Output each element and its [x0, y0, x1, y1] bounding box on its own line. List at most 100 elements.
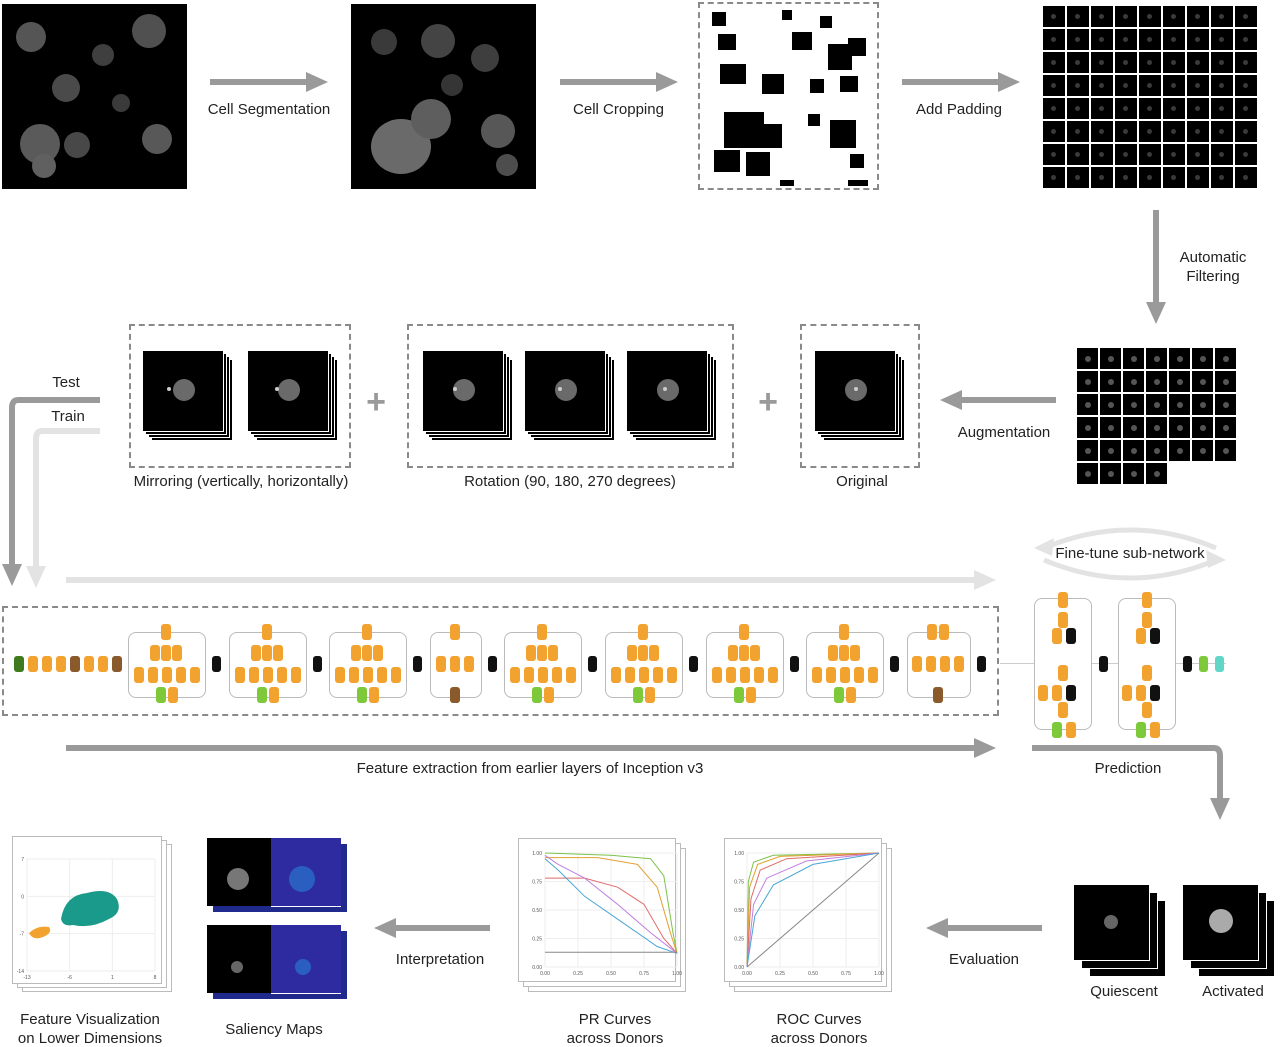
- umap-y-tick: -14: [17, 969, 24, 975]
- roc-curve: [746, 852, 880, 968]
- filtered-cell-tile: [1215, 417, 1236, 438]
- module-layer: [450, 656, 460, 672]
- arrow-train-flow: [66, 570, 996, 590]
- padded-cell-tile: [1187, 98, 1209, 119]
- ft-layer: [1066, 628, 1076, 644]
- padded-cell-tile: [1187, 52, 1209, 73]
- arrow-train: [26, 428, 100, 588]
- roc-plot: 1.00 0.75 0.50 0.25 0.00 0.00 0.25 0.50 0.75 1.00: [724, 838, 884, 982]
- padded-cell-tile: [1211, 98, 1233, 119]
- module-layer: [839, 645, 849, 661]
- ft-layer: [1136, 685, 1146, 701]
- padded-cell-tile: [1067, 6, 1089, 27]
- padded-cell-tile: [1235, 121, 1257, 142]
- label-prediction: Prediction: [1094, 760, 1162, 777]
- padded-cell-tile: [1115, 167, 1137, 188]
- filtered-cell-tile: [1077, 463, 1098, 484]
- module-layer: [754, 667, 764, 683]
- module-layer: [627, 645, 637, 661]
- stem-layer: [42, 656, 52, 672]
- roc-curve: [746, 852, 880, 968]
- padded-cell-tile: [1115, 6, 1137, 27]
- module-layer: [161, 624, 171, 640]
- module-layer: [868, 667, 878, 683]
- umap-x-tick: 8: [154, 975, 157, 981]
- module-layer: [625, 667, 635, 683]
- module-layer: [161, 645, 171, 661]
- module-layer: [926, 656, 936, 672]
- module-layer: [526, 645, 536, 661]
- filtered-cell-tile: [1169, 348, 1190, 369]
- module-concat: [450, 687, 460, 703]
- pr-y-tick: 0.25: [532, 937, 542, 943]
- label-featvis-2: on Lower Dimensions: [17, 1030, 163, 1047]
- umap-x-tick: -6: [67, 975, 72, 981]
- plus-sign-1: +: [366, 383, 386, 421]
- ft-layer: [1150, 685, 1160, 701]
- module-layer: [839, 624, 849, 640]
- filtered-cell-tile: [1100, 348, 1121, 369]
- roc-y-tick: 0.50: [734, 908, 744, 914]
- module-layer: [537, 624, 547, 640]
- label-original: Original: [836, 473, 888, 490]
- padded-cell-tile: [1211, 52, 1233, 73]
- label-automatic-filtering-2: Filtering: [1186, 268, 1240, 285]
- module-layer: [638, 645, 648, 661]
- padded-cell-tile: [1115, 52, 1137, 73]
- arrow-automatic-filtering: [1146, 210, 1166, 324]
- padded-cell-tile: [1067, 98, 1089, 119]
- ft-layer: [1058, 665, 1068, 681]
- padded-cell-tile: [1043, 29, 1065, 50]
- pool-layer: [212, 656, 221, 672]
- filtered-cell-tile: [1123, 440, 1144, 461]
- roc-curve: [746, 852, 880, 968]
- module-layer: [510, 667, 520, 683]
- padded-cell-tile: [1139, 121, 1161, 142]
- module-layer: [954, 656, 964, 672]
- padded-cell-tile: [1235, 144, 1257, 165]
- padded-cell-tile: [1211, 167, 1233, 188]
- cropped-cells-box: [698, 2, 879, 190]
- roc-y-tick: 0.75: [734, 880, 744, 886]
- padded-cell-tile: [1163, 144, 1185, 165]
- padded-cell-tile: [1235, 6, 1257, 27]
- module-layer: [746, 687, 756, 703]
- module-layer: [362, 645, 372, 661]
- module-layer: [277, 667, 287, 683]
- padded-cell-tile: [1187, 6, 1209, 27]
- pr-curve: [544, 854, 678, 954]
- roc-x-tick: 0.00: [742, 971, 752, 977]
- filtered-cell-tile: [1100, 417, 1121, 438]
- module-layer: [850, 645, 860, 661]
- module-layer: [190, 667, 200, 683]
- padded-cell-tile: [1115, 29, 1137, 50]
- module-layer: [739, 624, 749, 640]
- filtered-cell-tile: [1192, 417, 1213, 438]
- pool-layer: [790, 656, 799, 672]
- padded-cell-tile: [1235, 52, 1257, 73]
- filtered-cell-tile: [1215, 371, 1236, 392]
- padded-cell-tile: [1139, 98, 1161, 119]
- padded-cell-tile: [1067, 144, 1089, 165]
- module-layer: [639, 667, 649, 683]
- umap-x-tick: 1: [111, 975, 114, 981]
- padded-cell-tile: [1115, 98, 1137, 119]
- padded-cell-tile: [1187, 144, 1209, 165]
- padded-cell-tile: [1211, 29, 1233, 50]
- label-roc-1: ROC Curves: [776, 1011, 862, 1028]
- label-train: Train: [51, 408, 85, 425]
- filtered-cell-tile: [1123, 394, 1144, 415]
- padded-cell-tile: [1163, 6, 1185, 27]
- filtered-cell-tile: [1100, 463, 1121, 484]
- filtered-cell-tile: [1169, 394, 1190, 415]
- module-layer: [349, 667, 359, 683]
- stem-layer: [28, 656, 38, 672]
- module-layer: [812, 667, 822, 683]
- ft-layer: [1058, 592, 1068, 608]
- module-concat: [532, 687, 542, 703]
- padded-cells-grid: [1043, 6, 1277, 188]
- ft-layer: [1066, 685, 1076, 701]
- filtered-cell-tile: [1077, 394, 1098, 415]
- padded-cell-tile: [1043, 144, 1065, 165]
- label-cell-segmentation: Cell Segmentation: [207, 101, 331, 118]
